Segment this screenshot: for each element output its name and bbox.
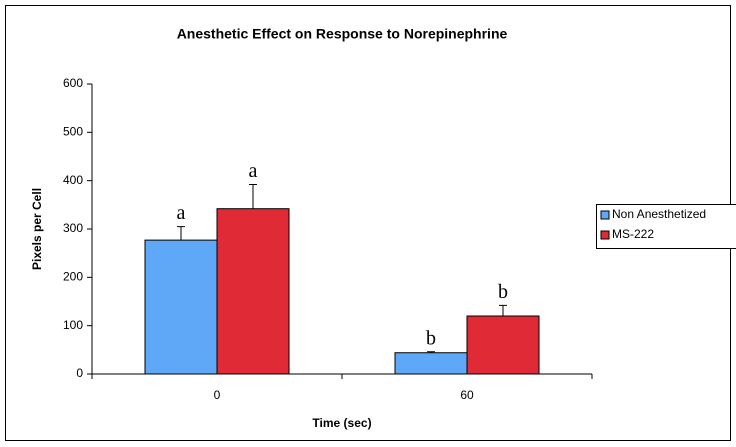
y-tick-label: 400 — [63, 173, 83, 187]
x-tick-label: 0 — [214, 388, 221, 402]
error-bar — [249, 184, 257, 209]
error-bar — [499, 304, 507, 316]
bar — [394, 352, 468, 375]
y-tick-label: 600 — [63, 76, 83, 90]
legend-swatch — [600, 230, 610, 240]
x-axis-title: Time (sec) — [312, 416, 371, 430]
y-tick-label: 500 — [63, 125, 83, 139]
bar — [144, 239, 218, 375]
annotation: b — [498, 281, 508, 303]
y-tick-label: 200 — [63, 270, 83, 284]
bar — [216, 208, 290, 375]
annotation: b — [426, 327, 436, 349]
y-tick-label: 300 — [63, 221, 83, 235]
x-tick-label: 60 — [460, 388, 474, 402]
legend-box — [596, 204, 736, 249]
chart-title: Anesthetic Effect on Response to Norepin… — [177, 26, 508, 42]
legend-label: MS-222 — [612, 227, 654, 241]
error-bar — [427, 351, 435, 353]
y-tick-label: 100 — [63, 318, 83, 332]
error-bar — [177, 226, 185, 241]
y-axis-title: Pixels per Cell — [30, 188, 44, 270]
annotation: a — [249, 160, 258, 182]
bar — [466, 315, 540, 375]
y-tick-label: 0 — [76, 366, 83, 380]
legend-swatch — [600, 210, 610, 220]
annotation: a — [177, 202, 186, 224]
legend-label: Non Anesthetized — [612, 207, 706, 221]
